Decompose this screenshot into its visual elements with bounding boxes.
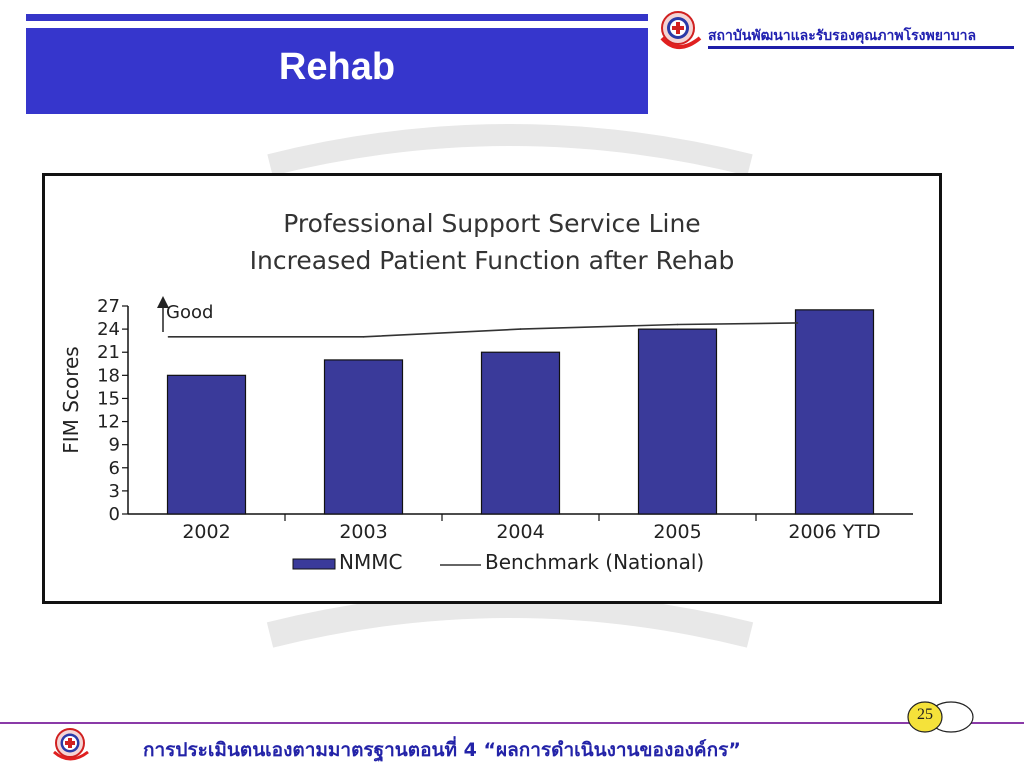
bar-2005	[637, 328, 718, 515]
bar-2004	[480, 351, 561, 515]
good-label: Good	[166, 302, 213, 323]
bar-series-nmmc	[166, 309, 875, 515]
y-tick-label: 18	[97, 365, 120, 386]
x-tick-label: 2006 YTD	[788, 521, 880, 543]
chart-legend: NMMC Benchmark (National)	[292, 550, 704, 574]
chart-title-line-1: Professional Support Service Line	[283, 209, 700, 238]
legend-label-benchmark: Benchmark (National)	[485, 550, 704, 574]
x-tick-label: 2003	[339, 521, 387, 543]
y-tick-label: 27	[97, 296, 120, 317]
footer-divider	[0, 722, 1024, 724]
organization-name: สถาบันพัฒนาและรับรองคุณภาพโรงพยาบาล	[708, 28, 977, 44]
x-tick-label: 2002	[182, 521, 230, 543]
legend-swatch-nmmc	[292, 558, 336, 570]
y-tick-label: 3	[109, 481, 120, 502]
chart-panel: Professional Support Service Line Increa…	[42, 173, 942, 604]
x-tick-label: 2004	[496, 521, 544, 543]
legend-label-nmmc: NMMC	[339, 550, 402, 574]
y-tick-label: 24	[97, 319, 120, 340]
fim-scores-bar-chart: Professional Support Service Line Increa…	[59, 209, 913, 574]
y-tick-label: 0	[109, 504, 120, 525]
organization-underline	[708, 46, 1014, 49]
y-axis-label: FIM Scores	[59, 346, 83, 453]
benchmark-point	[796, 322, 799, 324]
top-accent-line	[26, 14, 648, 21]
bar-2006-ytd	[794, 309, 875, 515]
y-tick-label: 12	[97, 412, 120, 433]
benchmark-point	[676, 323, 679, 326]
chart-title-line-2: Increased Patient Function after Rehab	[250, 246, 735, 275]
y-tick-label: 15	[97, 388, 120, 409]
y-tick-label: 6	[109, 458, 120, 479]
footer-caption: การประเมินตนเองตามมาตรฐานตอนที่ 4 “ผลการ…	[143, 739, 741, 761]
x-tick-label: 2005	[653, 521, 701, 543]
slide-title: Rehab	[278, 46, 396, 88]
page-number: 25	[917, 706, 933, 723]
benchmark-point	[362, 336, 365, 338]
up-arrow-head	[157, 296, 169, 308]
title-banner: Rehab	[26, 28, 648, 114]
bar-2002	[166, 374, 247, 515]
benchmark-point	[167, 336, 170, 338]
y-tick-label: 9	[109, 435, 120, 456]
x-axis: 2002 2003 2004 2005 2006 YTD	[128, 513, 913, 543]
good-annotation: Good	[157, 296, 213, 332]
page-number-badge	[907, 701, 974, 733]
benchmark-point	[519, 328, 522, 330]
bar-2003	[323, 359, 404, 515]
benchmark-series	[167, 322, 799, 338]
y-tick-label: 21	[97, 342, 120, 363]
hospital-cross-logo-icon	[660, 11, 702, 49]
hospital-cross-logo-icon	[53, 728, 89, 761]
